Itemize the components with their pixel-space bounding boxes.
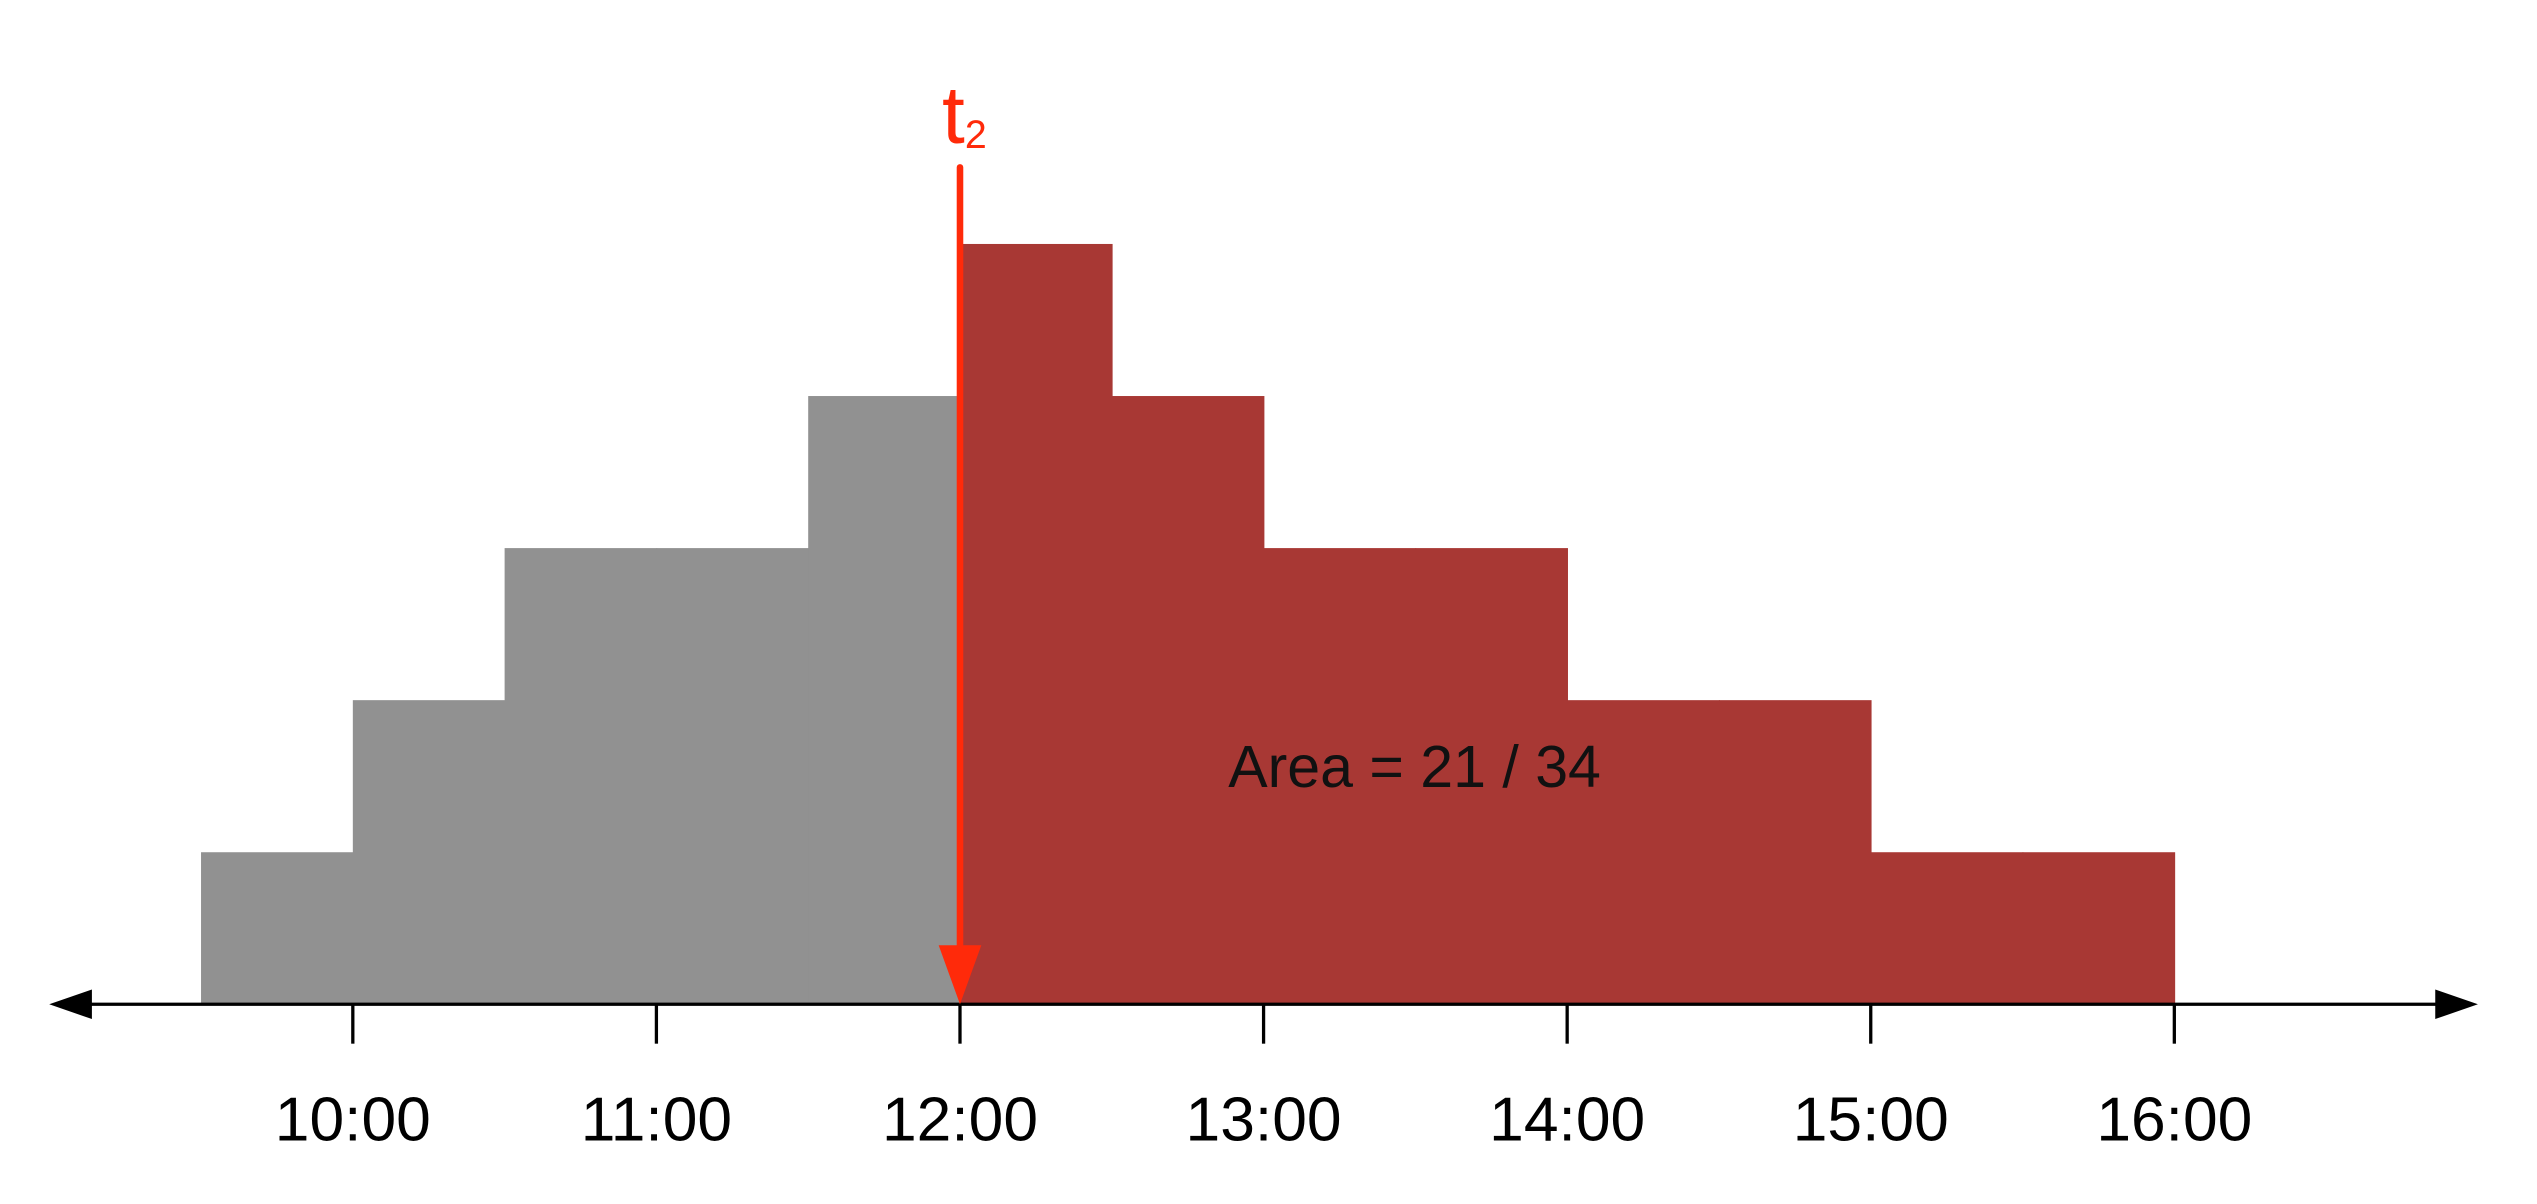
axis-arrow-left bbox=[49, 989, 92, 1020]
bar bbox=[504, 548, 658, 1005]
x-tick-label: 15:00 bbox=[1793, 1086, 1949, 1155]
bar bbox=[1111, 396, 1265, 1005]
bar bbox=[1870, 852, 2024, 1005]
bar bbox=[1263, 548, 1417, 1005]
bar bbox=[959, 243, 1113, 1005]
bar bbox=[808, 396, 961, 1005]
x-tick-label: 16:00 bbox=[2096, 1086, 2252, 1155]
bar bbox=[1718, 700, 1872, 1005]
bar bbox=[1567, 700, 1720, 1005]
bar bbox=[1415, 548, 1568, 1005]
bar bbox=[201, 852, 354, 1005]
x-tick-label: 14:00 bbox=[1489, 1086, 1645, 1155]
bar bbox=[656, 548, 810, 1005]
bar bbox=[2022, 852, 2176, 1005]
x-tick-label: 11:00 bbox=[581, 1086, 732, 1155]
x-tick-label: 12:00 bbox=[882, 1086, 1038, 1155]
marker-subscript: 2 bbox=[965, 113, 987, 157]
annotation: Area = 21 / 34 bbox=[1228, 734, 1601, 800]
axis-arrow-right bbox=[2435, 989, 2478, 1020]
x-tick-label: 13:00 bbox=[1186, 1086, 1342, 1155]
marker-label: t bbox=[942, 70, 965, 161]
x-tick-label: 10:00 bbox=[275, 1086, 431, 1155]
bar bbox=[352, 700, 506, 1005]
marker-arrowhead bbox=[938, 945, 982, 1005]
